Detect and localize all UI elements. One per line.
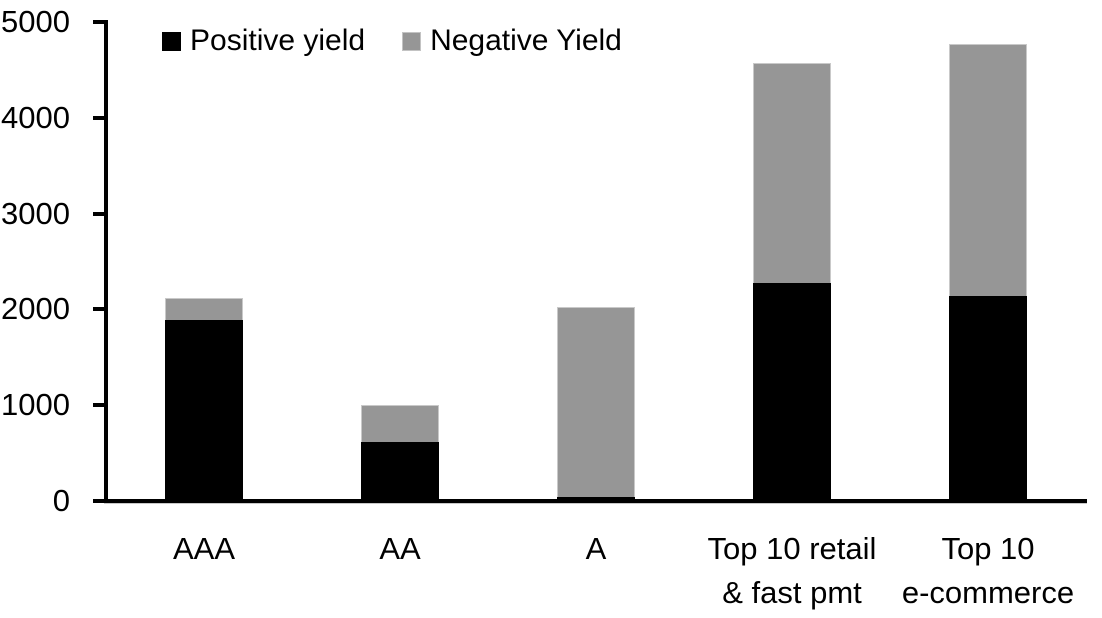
bar-segment-positive — [361, 441, 439, 501]
y-axis-tick-label: 1000 — [1, 387, 70, 423]
y-axis-tick-label: 3000 — [1, 195, 70, 231]
bar-segment-positive — [753, 282, 831, 501]
x-axis-category-label-line: Top 10 — [941, 531, 1035, 566]
x-axis-category-label: A — [498, 527, 694, 571]
legend-item: Positive yield — [162, 23, 365, 59]
x-axis-category-label: Top 10 e-commerce — [890, 527, 1086, 615]
x-axis-category-label: AA — [302, 527, 498, 571]
x-axis-category-label-line: AAA — [172, 531, 236, 566]
x-axis-category-label-line: & fast pmt — [722, 575, 862, 610]
x-axis-shadow-line — [104, 503, 1087, 504]
bar-segment-negative — [557, 306, 635, 498]
legend-item: Negative Yield — [402, 23, 622, 59]
legend-swatch-icon — [162, 31, 181, 51]
bar-segment-positive — [949, 295, 1027, 501]
legend-label: Negative Yield — [430, 24, 622, 57]
y-axis-line — [104, 20, 108, 503]
x-axis-category-label-line: A — [585, 531, 607, 566]
x-axis-category-label-line: Top 10 retail — [707, 531, 877, 566]
legend-label: Positive yield — [190, 24, 366, 57]
y-axis-tick — [93, 211, 104, 216]
bar-segment-positive — [557, 497, 635, 501]
x-axis-category-label-line: AA — [379, 531, 421, 566]
y-axis-tick — [93, 307, 104, 312]
y-axis-tick — [93, 20, 104, 24]
y-axis-tick — [93, 403, 104, 408]
y-axis-tick — [93, 115, 104, 120]
x-axis-category-label-line: e-commerce — [901, 575, 1075, 610]
y-axis-tick-label: 0 — [52, 483, 70, 518]
bar-segment-negative — [361, 405, 439, 442]
bar-segment-negative — [165, 297, 243, 320]
y-axis-tick-label: 4000 — [1, 99, 70, 135]
x-axis-line — [104, 499, 1087, 503]
y-axis-tick — [93, 499, 104, 503]
y-axis-tick-label: 5000 — [1, 4, 70, 39]
bar-segment-negative — [949, 44, 1027, 296]
bar-segment-negative — [753, 63, 831, 283]
x-axis-category-label: AAA — [106, 527, 302, 571]
bar-segment-positive — [165, 319, 243, 501]
x-axis-category-label: Top 10 retail & fast pmt — [694, 527, 890, 615]
chart-legend: Positive yield Negative Yield — [162, 23, 622, 59]
legend-swatch-icon — [402, 31, 422, 51]
y-axis-tick-label: 2000 — [1, 291, 70, 327]
